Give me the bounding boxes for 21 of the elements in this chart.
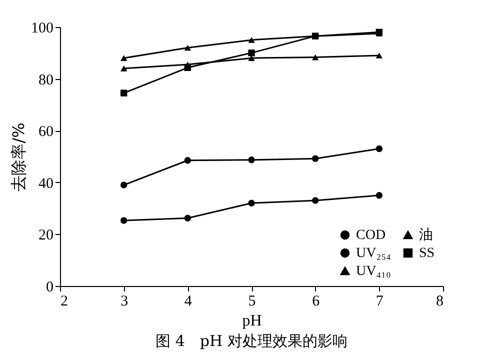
y-tick-label: 0 — [46, 280, 54, 296]
y-tick-label: 100 — [31, 20, 54, 36]
y-axis-title: 去除率/% — [9, 122, 28, 192]
x-tick-label: 7 — [376, 294, 384, 310]
legend-label: 油 — [419, 227, 433, 243]
legend-label: SS — [419, 246, 435, 261]
x-tick-label: 3 — [120, 294, 128, 310]
x-tick-label: 8 — [436, 294, 444, 310]
legend-label: UV₄₁₀ — [356, 264, 391, 279]
legend-label: COD — [356, 228, 386, 243]
x-tick-label: 2 — [60, 294, 68, 310]
x-axis-title: pH — [242, 312, 262, 330]
y-tick-label: 40 — [38, 176, 54, 192]
y-tick-label: 60 — [38, 124, 54, 140]
x-tick-label: 5 — [248, 294, 256, 310]
x-tick-label: 6 — [312, 294, 320, 310]
y-tick-label: 80 — [38, 72, 54, 88]
y-tick-label: 20 — [38, 228, 54, 244]
text: 图 4 pH 对处理效果的影响 — [156, 332, 348, 350]
x-tick-label: 4 — [184, 294, 192, 310]
legend-label: UV₂₅₄ — [356, 246, 391, 261]
